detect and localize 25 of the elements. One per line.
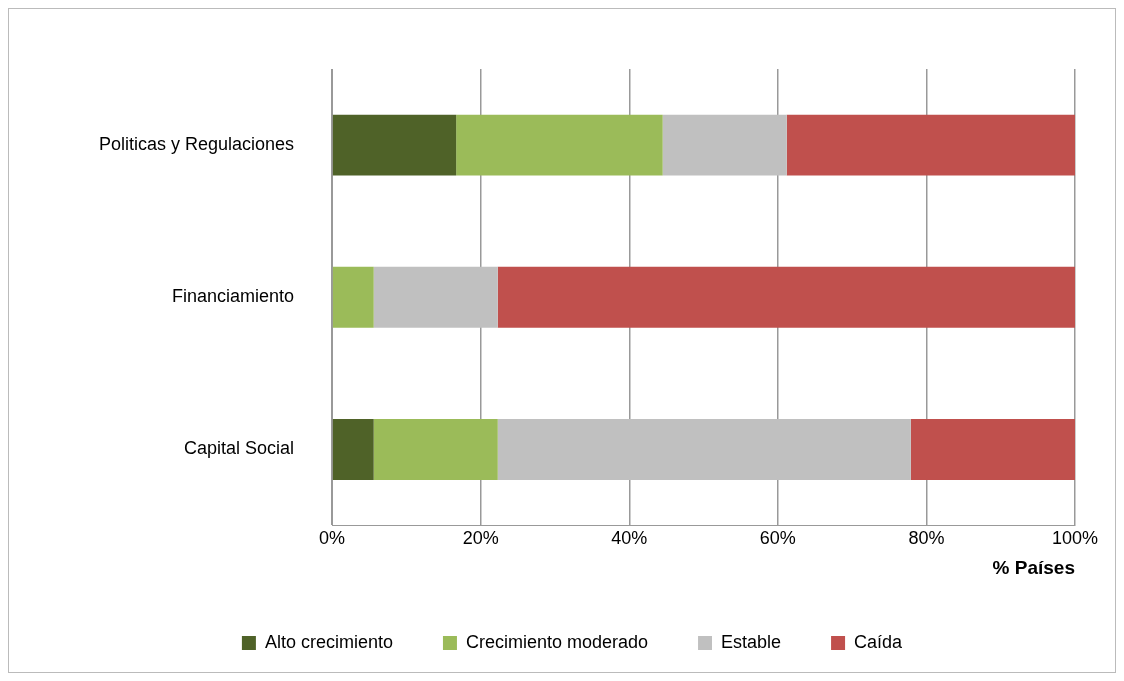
bar: [497, 419, 911, 480]
y-tick-label: Politicas y Regulaciones: [98, 134, 295, 155]
x-axis-title: % Países: [992, 556, 1075, 578]
legend-label: Crecimiento moderado: [465, 631, 649, 652]
legend-label: Alto crecimiento: [264, 631, 393, 652]
bar: [332, 419, 374, 480]
x-tick-label: 0%: [319, 528, 346, 549]
y-tick-label: Financiamiento: [172, 286, 295, 307]
bar: [373, 266, 498, 328]
bar: [910, 419, 1075, 480]
y-tick-label: Capital Social: [184, 438, 295, 459]
bar: [373, 419, 498, 480]
x-tick-label: 20%: [462, 528, 499, 549]
bar: [332, 114, 457, 176]
bar: [332, 266, 374, 328]
bar: [456, 114, 663, 176]
x-tick-label: 100%: [1051, 528, 1099, 549]
legend-label: Caída: [854, 631, 904, 652]
legend-label: Estable: [721, 631, 782, 652]
x-tick-label: 40%: [611, 528, 648, 549]
x-tick-label: 60%: [759, 528, 796, 549]
bar: [662, 114, 787, 176]
bar: [497, 266, 1075, 328]
bar: [786, 114, 1075, 176]
x-tick-label: 80%: [908, 528, 945, 549]
